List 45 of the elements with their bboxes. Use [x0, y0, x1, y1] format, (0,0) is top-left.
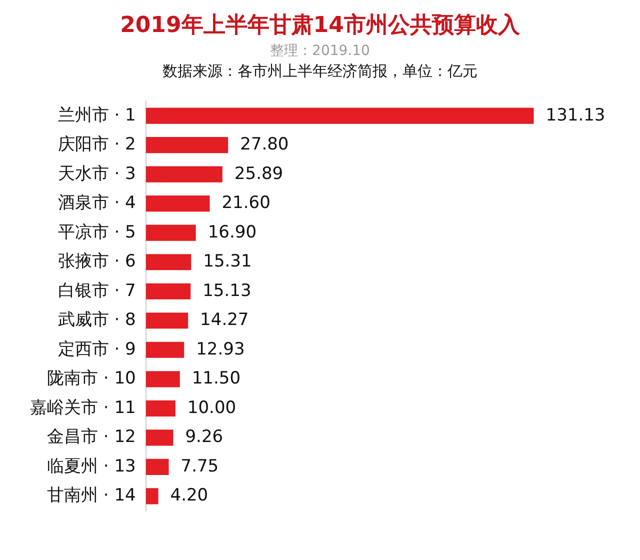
bar [146, 108, 534, 124]
chart-subtitle: 整理：2019.10 [269, 42, 371, 60]
source-note: 数据来源：各市州上半年经济简报，单位：亿元 [162, 62, 478, 81]
bar [146, 342, 184, 358]
bar [146, 166, 222, 182]
y-tick-label: 金昌市 · 12 [47, 427, 136, 448]
data-label: 14.27 [200, 310, 249, 330]
bar [146, 400, 176, 416]
y-tick-label: 庆阳市 · 2 [58, 134, 136, 155]
data-label: 15.31 [203, 252, 252, 272]
data-label: 11.50 [192, 368, 241, 389]
y-tick-label: 酒泉市 · 4 [58, 193, 136, 214]
bar [146, 371, 180, 388]
y-tick-label: 张掖市 · 6 [58, 252, 136, 272]
bar [146, 458, 169, 475]
data-label: 27.80 [240, 134, 289, 155]
data-label: 21.60 [222, 193, 270, 214]
bar [146, 137, 228, 154]
y-tick-label: 白银市 · 7 [58, 280, 136, 301]
y-tick-label: 武威市 · 8 [58, 310, 136, 330]
data-label: 131.13 [546, 105, 606, 126]
data-label: 12.93 [196, 339, 245, 360]
y-tick-label: 甘南州 · 14 [47, 486, 136, 506]
bar [146, 196, 210, 212]
y-tick-label: 陇南市 · 10 [47, 368, 136, 389]
data-label: 15.13 [202, 280, 252, 301]
bar [146, 283, 191, 300]
data-label: 25.89 [234, 164, 284, 184]
y-tick-label: 平凉市 · 5 [58, 222, 136, 242]
y-tick-label: 定西市 · 9 [58, 339, 136, 360]
y-tick-label: 天水市 · 3 [58, 164, 136, 184]
bar [146, 224, 196, 241]
y-tick-label: 兰州市 · 1 [58, 105, 136, 126]
data-label: 10.00 [187, 398, 236, 418]
data-label: 4.20 [170, 486, 208, 506]
chart-title: 2019年上半年甘肃14市州公共预算收入 [119, 12, 521, 40]
data-label: 16.90 [208, 222, 257, 242]
y-tick-label: 嘉峪关市 · 11 [30, 398, 136, 418]
bar [146, 430, 174, 446]
bar [146, 488, 158, 504]
data-label: 9.26 [185, 427, 224, 448]
bar [146, 254, 192, 270]
bar [146, 312, 188, 329]
data-label: 7.75 [180, 456, 219, 476]
y-tick-label: 临夏州 · 13 [47, 456, 136, 476]
